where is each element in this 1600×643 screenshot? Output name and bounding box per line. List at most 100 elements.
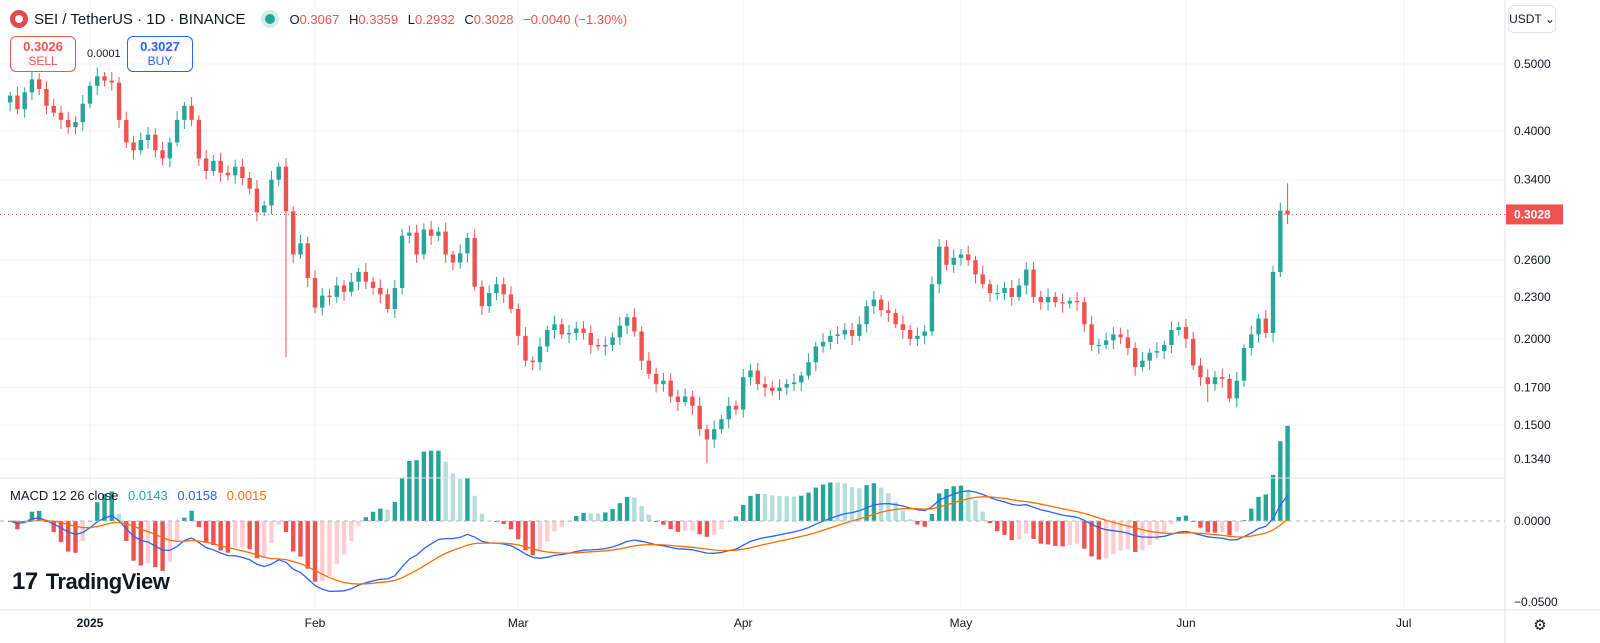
candle-body [1169,329,1174,345]
candle-body [1140,360,1145,368]
candle-body [900,324,906,330]
macd-histogram-bar [762,493,768,521]
last-price-tag [1506,204,1563,225]
candle-body [1096,344,1102,346]
gear-icon[interactable]: ⚙ [1533,617,1547,634]
candle-body [356,271,361,282]
candle-body [704,429,710,440]
macd-histogram-bar [80,521,85,541]
macd-histogram-bar [1205,521,1210,533]
macd-histogram-bar [1118,521,1123,551]
macd-histogram-bar [886,493,891,521]
macd-histogram-bar [240,521,245,547]
currency-button[interactable]: USDT ⌄ [1508,5,1556,33]
candle-body [385,294,390,309]
candle-body [668,380,673,397]
macd-histogram-bar [407,461,412,521]
price-tick-label: 0.2600 [1514,253,1551,267]
macd-histogram-bar [1263,494,1268,521]
candle-body [661,380,666,385]
macd-histogram-bar [1009,521,1014,541]
macd-histogram-bar [320,521,325,582]
candle-body [167,142,173,159]
macd-histogram-bar [102,494,107,521]
macd-histogram-bar [980,511,985,521]
macd-histogram-bar [196,521,202,528]
candle-body [595,344,601,347]
macd-histogram-bar [1227,521,1232,536]
candle-body [741,377,746,410]
sell-button[interactable]: 0.3026 SELL [10,36,76,72]
macd-histogram-bar [588,513,594,521]
macd-histogram-bar [1031,521,1036,539]
macd-histogram-bar [73,521,78,553]
macd-histogram-bar [29,511,35,521]
macd-histogram-bar [973,500,978,521]
candle-body [1038,296,1043,303]
macd-value: 0.0143 [128,488,168,503]
macd-histogram-bar [799,495,804,521]
candle-body [646,360,652,374]
macd-histogram-bar [116,514,122,521]
candle-body [182,105,187,120]
tradingview-logo[interactable]: 17 TradingView [12,568,170,596]
macd-histogram-bar [36,510,42,521]
price-tick-label: 0.3400 [1514,173,1551,187]
macd-histogram-bar [1183,515,1189,521]
candle-body [995,293,1000,295]
candle-body [791,382,797,385]
macd-histogram-bar [1038,521,1043,544]
macd-histogram-bar [378,508,383,521]
macd-histogram-bar [820,484,826,521]
macd-histogram-bar [254,521,260,559]
time-tick-label: Mar [508,616,529,630]
buy-button[interactable]: 0.3027 BUY [127,36,193,72]
macd-histogram-bar [1198,521,1203,528]
candle-body [109,80,114,83]
macd-histogram-bar [1125,521,1131,550]
macd-histogram-bar [66,521,71,552]
macd-histogram-bar [392,501,398,521]
candle-body [138,140,144,151]
symbol-title[interactable]: SEI / TetherUS · 1D · BINANCE [34,10,246,28]
macd-histogram-bar [501,521,506,524]
candle-body [1278,210,1283,272]
price-change: −0.0040 (−1.30%) [523,11,628,27]
macd-histogram-bar [1053,521,1058,546]
macd-histogram-bar [414,460,419,521]
candle-body [675,396,681,403]
chart-header: SEI / TetherUS · 1D · BINANCE O0.3067 H0… [10,9,633,29]
candle-body [370,281,376,288]
candle-body [276,166,281,180]
sei-logo-icon [10,10,28,28]
macd-histogram-bar [58,521,64,543]
candle-body [1132,348,1138,368]
candle-body [240,166,245,178]
macd-histogram-bar [922,521,927,527]
macd-histogram-bar [733,516,739,521]
sell-price: 0.3026 [23,39,63,54]
candle-body [80,103,85,123]
candle-body [508,294,514,309]
candle-body [211,160,216,171]
macd-legend[interactable]: MACD 12 26 close 0.0143 0.0158 0.0015 [10,488,267,503]
macd-histogram-bar [842,483,848,521]
candle-body [189,105,194,120]
candle-body [1234,380,1239,399]
candle-body [334,285,339,297]
price-tick-label: 0.1340 [1514,452,1551,466]
candle-body [682,396,688,403]
candle-body [784,384,789,388]
tradingview-mark-icon: 17 [12,568,38,595]
candle-body [545,329,550,347]
macd-histogram-bar [457,478,463,521]
candle-body [777,387,782,392]
candle-body [479,286,485,307]
macd-histogram-bar [203,521,209,543]
candle-body [719,419,724,430]
candle-body [174,119,180,143]
macd-histogram-bar [900,510,906,521]
candle-body [472,237,477,287]
macd-histogram-bar [363,517,369,521]
